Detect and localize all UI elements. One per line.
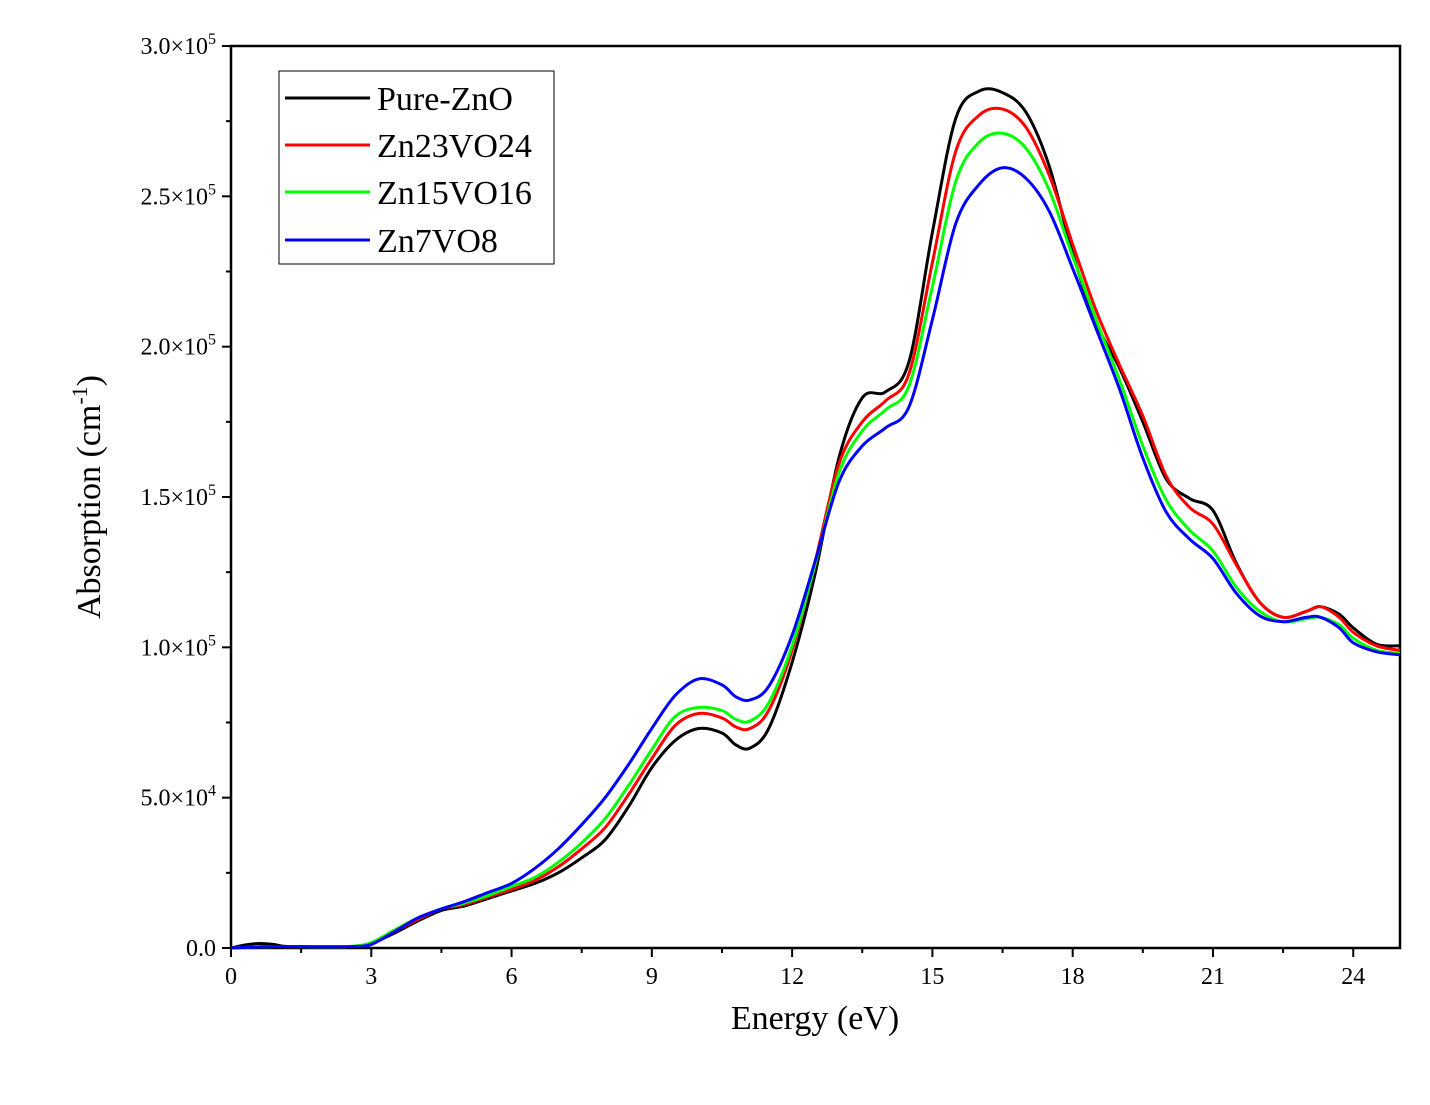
x-axis-title: Energy (eV)	[731, 1000, 899, 1037]
x-tick-label-21: 21	[1201, 964, 1225, 990]
x-tick-labels: 0 3 6 9 12 15 18 21 24	[225, 964, 1365, 990]
x-tick-label-6: 6	[506, 964, 518, 990]
y-axis-title-close: )	[71, 375, 108, 386]
x-tick-label-15: 15	[920, 964, 944, 990]
legend-label-zn23vo24: Zn23VO24	[377, 128, 532, 165]
y-axis-title-sup: -1	[67, 386, 92, 404]
y-tick-label-3: 1.5×105	[140, 482, 216, 511]
x-tick-label-3: 3	[365, 964, 377, 990]
series-lines	[230, 87, 1401, 950]
legend-label-zn7vo8: Zn7VO8	[377, 223, 498, 260]
x-tick-label-24: 24	[1341, 964, 1365, 990]
x-tick-label-9: 9	[646, 964, 658, 990]
legend-label-zn15vo16: Zn15VO16	[377, 175, 532, 212]
y-tick-label-4: 2.0×105	[140, 332, 216, 361]
y-tick-label-2: 1.0×105	[140, 632, 216, 661]
y-tick-label-5: 2.5×105	[140, 181, 216, 210]
legend-label-pure-zno: Pure-ZnO	[377, 81, 513, 118]
y-axis-title-main: Absorption (cm	[71, 405, 108, 619]
y-axis-title: Absorption (cm-1)	[67, 375, 108, 619]
x-tick-label-12: 12	[780, 964, 804, 990]
axis-ticks	[222, 45, 1355, 957]
y-tick-label-6: 3.0×105	[140, 31, 216, 60]
x-tick-label-18: 18	[1061, 964, 1085, 990]
legend-box	[278, 70, 555, 265]
y-tick-label-0: 0.0	[186, 936, 216, 962]
legend: Pure-ZnO Zn23VO24 Zn15VO16 Zn7VO8	[278, 70, 555, 265]
y-tick-label-1: 5.0×104	[140, 783, 216, 812]
series-line-zn7vo8	[230, 166, 1401, 950]
x-tick-label-0: 0	[225, 964, 237, 990]
y-tick-labels: 0.0 5.0×104 1.0×105 1.5×105 2.0×105 2.5×105 3.…	[140, 31, 216, 962]
